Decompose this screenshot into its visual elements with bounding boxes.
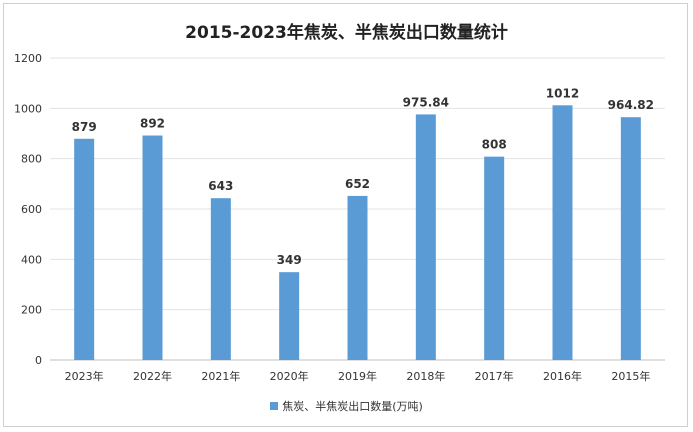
y-tick-label: 800	[21, 153, 42, 166]
x-tick-label: 2017年	[475, 369, 514, 383]
y-tick-label: 200	[21, 304, 42, 317]
data-label: 652	[345, 177, 370, 191]
bar	[74, 138, 95, 360]
data-label: 975.84	[403, 95, 449, 109]
bars	[74, 105, 641, 361]
data-labels: 879 892 643 349 652 975.84 808 1012 964.82	[72, 86, 654, 267]
data-label: 1012	[546, 86, 579, 100]
bar	[210, 198, 231, 360]
bar	[279, 272, 300, 360]
data-label: 643	[208, 179, 233, 193]
x-tick-label: 2023年	[65, 369, 104, 383]
data-label: 892	[140, 117, 165, 131]
data-label: 964.82	[608, 98, 654, 112]
bar	[415, 114, 436, 360]
x-tick-label: 2018年	[406, 369, 445, 383]
y-axis-ticks: 0 200 400 600 800 1000 1200	[14, 52, 42, 367]
chart-title: 2015-2023年焦炭、半焦炭出口数量统计	[185, 23, 508, 43]
bar	[347, 195, 368, 360]
legend: 焦炭、半焦炭出口数量(万吨)	[0, 398, 693, 414]
x-tick-label: 2021年	[201, 369, 240, 383]
x-tick-label: 2020年	[270, 369, 309, 383]
bar	[620, 117, 641, 360]
x-axis-ticks: 2023年 2022年 2021年 2020年 2019年 2018年 2017年 2016年…	[65, 369, 651, 383]
data-label: 879	[72, 120, 97, 134]
x-tick-label: 2019年	[338, 369, 377, 383]
y-tick-label: 600	[21, 203, 42, 216]
chart-frame	[3, 3, 688, 427]
data-label: 349	[277, 253, 302, 267]
y-tick-label: 1200	[14, 52, 42, 65]
y-tick-label: 400	[21, 253, 42, 266]
bar	[552, 105, 573, 361]
bar	[484, 156, 505, 360]
data-label: 808	[482, 138, 507, 152]
y-tick-label: 0	[35, 354, 42, 367]
x-tick-label: 2016年	[543, 369, 582, 383]
x-tick-label: 2022年	[133, 369, 172, 383]
legend-label: 焦炭、半焦炭出口数量(万吨)	[282, 400, 423, 413]
y-tick-label: 1000	[14, 102, 42, 115]
legend-swatch	[270, 402, 279, 410]
bar	[142, 135, 163, 360]
x-tick-label: 2015年	[611, 369, 650, 383]
